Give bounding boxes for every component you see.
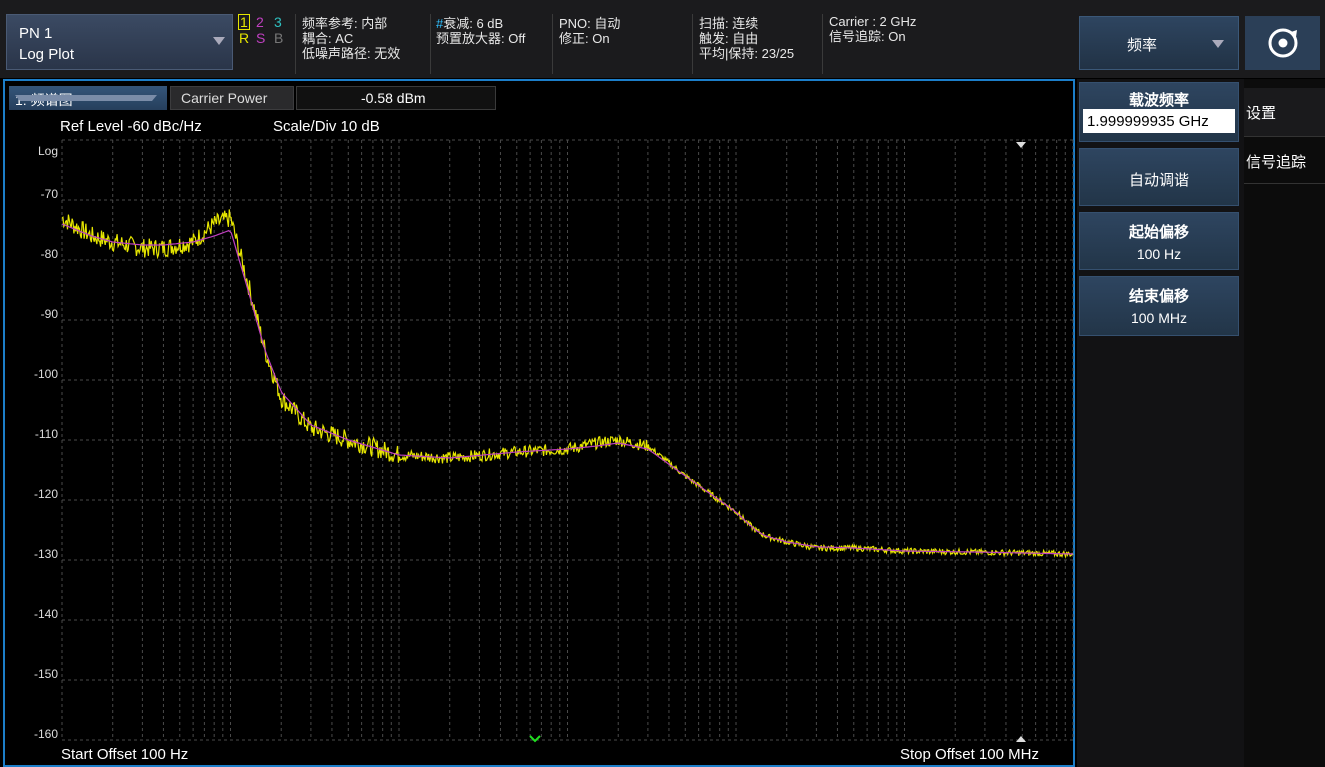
measurement-label: Carrier Power bbox=[170, 86, 294, 110]
config-button[interactable] bbox=[1245, 16, 1320, 70]
trace-3-mode: B bbox=[274, 30, 284, 46]
divider bbox=[552, 14, 553, 74]
trace-2-mode: S bbox=[256, 30, 266, 46]
start-offset-softkey[interactable]: 起始偏移 100 Hz bbox=[1079, 212, 1239, 270]
atten-text: 衰减: 6 dB bbox=[443, 16, 504, 31]
trace-1-line bbox=[61, 209, 1074, 559]
bottom-marker-icon bbox=[1016, 736, 1026, 742]
stop-offset-softkey-label: 结束偏移 bbox=[1128, 288, 1189, 305]
plot-grid bbox=[61, 139, 1074, 741]
stop-offset-label: Stop Offset 100 MHz bbox=[900, 746, 1039, 763]
measurement-value: -0.58 dBm bbox=[296, 86, 496, 110]
menu-tabs bbox=[1244, 79, 1325, 767]
chevron-down-icon bbox=[15, 95, 157, 101]
trace-indicator[interactable]: 1 2 3 R S B bbox=[236, 14, 283, 54]
preamp-status: 预置放大器: Off bbox=[436, 31, 526, 46]
trace-1-mode: R bbox=[239, 30, 250, 46]
avg-hold-status: 平均|保持: 23/25 bbox=[699, 46, 795, 61]
y-axis-label: -70 bbox=[41, 187, 59, 201]
auto-tune-softkey[interactable]: 自动调谐 bbox=[1079, 148, 1239, 206]
stop-offset-softkey-value: 100 MHz bbox=[1130, 310, 1188, 326]
status-group-ref[interactable]: 频率参考: 内部 耦合: AC 低噪声路径: 无效 bbox=[302, 16, 400, 61]
y-axis-label: -120 bbox=[34, 487, 58, 501]
status-group-pno[interactable]: PNO: 自动 修正: On bbox=[559, 16, 620, 46]
top-marker-icon bbox=[1016, 142, 1026, 148]
y-axis-label: -130 bbox=[34, 547, 58, 561]
center-marker-icon bbox=[529, 735, 541, 743]
mode-view: Log Plot bbox=[19, 46, 75, 63]
y-axis-label: -140 bbox=[34, 607, 58, 621]
start-offset-label: Start Offset 100 Hz bbox=[61, 746, 189, 763]
tab-signal-tracking[interactable]: 信号追踪 bbox=[1244, 136, 1325, 184]
trace-3-indicator: 3 bbox=[274, 14, 282, 30]
trigger-status: 触发: 自由 bbox=[699, 31, 759, 46]
divider bbox=[430, 14, 431, 74]
pno-status: PNO: 自动 bbox=[559, 16, 621, 31]
scale-div[interactable]: Scale/Div 10 dB bbox=[273, 118, 380, 135]
freq-ref-status: 频率参考: 内部 bbox=[302, 16, 388, 31]
tab-settings[interactable]: 设置 bbox=[1244, 88, 1325, 136]
tab-tracking-label: 信号追踪 bbox=[1246, 154, 1307, 171]
measurement-value-text: -0.58 dBm bbox=[361, 90, 426, 106]
plot-traces bbox=[61, 209, 1074, 559]
y-axis-label: Log bbox=[38, 144, 58, 158]
carrier-status: Carrier : 2 GHz bbox=[829, 14, 917, 29]
status-group-sweep[interactable]: 扫描: 连续 触发: 自由 平均|保持: 23/25 bbox=[699, 16, 794, 61]
frequency-menu-button[interactable]: 频率 bbox=[1079, 16, 1239, 70]
trace-2-line bbox=[61, 223, 1074, 555]
correction-status: 修正: On bbox=[559, 31, 610, 46]
y-axis-label: -150 bbox=[34, 667, 58, 681]
ref-level[interactable]: Ref Level -60 dBc/Hz bbox=[60, 118, 202, 135]
y-axis-label: -80 bbox=[41, 247, 59, 261]
tracking-status: 信号追踪: On bbox=[829, 29, 906, 44]
trace-2-indicator: 2 bbox=[256, 14, 264, 30]
stop-offset-softkey[interactable]: 结束偏移 100 MHz bbox=[1079, 276, 1239, 336]
chevron-down-icon bbox=[1212, 40, 1224, 48]
divider bbox=[692, 14, 693, 74]
trace-1-indicator: 1 bbox=[238, 14, 250, 30]
spectrum-plot[interactable]: Log -70 -80 -90 -100 -110 -120 -130 -140 -150 -160 bbox=[0, 0, 1076, 767]
carrier-freq-label: 载波频率 bbox=[1128, 92, 1189, 109]
atten-status: #衰减: 6 dB bbox=[436, 16, 504, 31]
frequency-menu-label: 频率 bbox=[1127, 37, 1158, 54]
status-group-atten[interactable]: #衰减: 6 dB 预置放大器: Off bbox=[436, 16, 525, 46]
measurement-label-text: Carrier Power bbox=[181, 90, 268, 106]
status-group-carrier[interactable]: Carrier : 2 GHz 信号追踪: On bbox=[829, 14, 916, 44]
y-axis-labels: Log -70 -80 -90 -100 -110 -120 -130 -140 -150 -160 bbox=[34, 144, 58, 741]
tab-settings-label: 设置 bbox=[1246, 105, 1277, 122]
y-axis-label: -100 bbox=[34, 367, 58, 381]
low-noise-status: 低噪声路径: 无效 bbox=[302, 46, 401, 61]
y-axis-label: -90 bbox=[41, 307, 59, 321]
y-axis-label: -160 bbox=[34, 727, 58, 741]
divider bbox=[295, 14, 296, 74]
settings-refresh-icon bbox=[1268, 28, 1298, 58]
window-trace-select[interactable]: 1: 频谱图 bbox=[9, 86, 167, 110]
chevron-down-icon bbox=[213, 37, 225, 45]
auto-tune-label: 自动调谐 bbox=[1128, 172, 1189, 189]
carrier-freq-input[interactable] bbox=[1083, 109, 1235, 133]
divider bbox=[822, 14, 823, 74]
mode-selector[interactable]: PN 1 Log Plot bbox=[6, 14, 233, 70]
start-offset-softkey-value: 100 Hz bbox=[1136, 246, 1182, 262]
y-axis-label: -110 bbox=[35, 427, 58, 441]
sweep-status: 扫描: 连续 bbox=[699, 16, 759, 31]
coupling-status: 耦合: AC bbox=[302, 31, 354, 46]
start-offset-softkey-label: 起始偏移 bbox=[1128, 224, 1189, 241]
mode-name: PN 1 bbox=[19, 25, 53, 42]
